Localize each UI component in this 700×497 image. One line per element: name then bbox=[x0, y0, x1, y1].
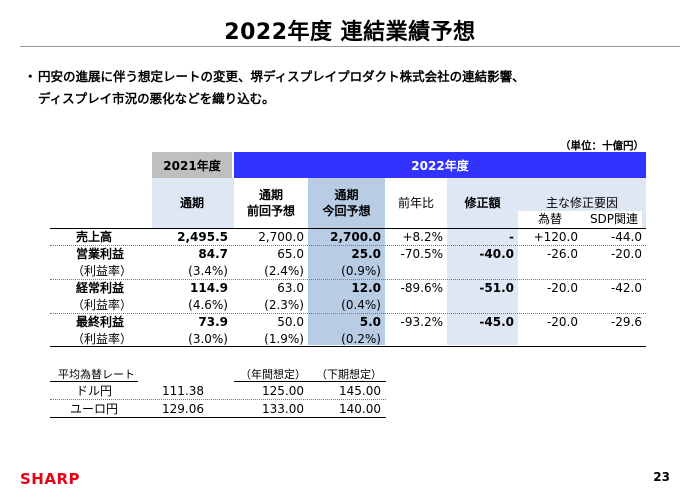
bullet-line-1: 円安の進展に伴う想定レートの変更、堺ディスプレイプロダクト株式会社の連結影響、 bbox=[38, 69, 525, 84]
cell-prev: (2.3%) bbox=[264, 298, 304, 312]
cell-sdp: -44.0 bbox=[610, 230, 642, 244]
cell-fy2021: 73.9 bbox=[198, 315, 228, 329]
fx-annual-header: （年間想定） bbox=[240, 368, 306, 381]
cell-prev: 2,700.0 bbox=[258, 230, 304, 244]
fx-rule bbox=[50, 381, 138, 382]
fx-row-h2: 145.00 bbox=[339, 384, 381, 398]
cell-fy2021: (3.4%) bbox=[188, 264, 228, 278]
cell-curr: 2,700.0 bbox=[330, 230, 381, 244]
fx-row-fy2021: 129.06 bbox=[162, 402, 204, 416]
row-separator bbox=[50, 245, 646, 246]
page-number: 23 bbox=[653, 470, 670, 484]
header-yoy: 前年比 bbox=[397, 196, 434, 210]
unit-label: （単位：十億円） bbox=[560, 140, 644, 152]
header-fy2022: 2022年度 bbox=[234, 152, 646, 178]
factor-header-bg bbox=[518, 178, 646, 211]
row-label: （利益率） bbox=[72, 298, 133, 312]
header-fy2021: 2021年度 bbox=[152, 152, 232, 178]
cell-sdp: -42.0 bbox=[610, 281, 642, 295]
cell-revision: -40.0 bbox=[479, 247, 514, 261]
cell-fy2021: (4.6%) bbox=[188, 298, 228, 312]
row-label: （利益率） bbox=[72, 332, 133, 346]
header-sdp: SDP関連 bbox=[589, 212, 639, 226]
cell-prev: (1.9%) bbox=[264, 332, 304, 346]
cell-prev: 65.0 bbox=[277, 247, 304, 261]
row-label: 最終利益 bbox=[76, 315, 125, 329]
cell-revision: - bbox=[509, 230, 514, 244]
row-label: 売上高 bbox=[76, 230, 113, 244]
title-divider bbox=[20, 46, 680, 47]
table-bottom-rule bbox=[50, 346, 646, 347]
header-prev-forecast-2: 前回予想 bbox=[246, 204, 295, 218]
cell-curr: 12.0 bbox=[351, 281, 381, 295]
fx-row-h2: 140.00 bbox=[339, 402, 381, 416]
bullet-line-2: ディスプレイ市況の悪化などを織り込む。 bbox=[38, 91, 275, 106]
cell-revision: -45.0 bbox=[479, 315, 514, 329]
header-revision: 修正額 bbox=[464, 196, 501, 210]
cell-fy2021: 114.9 bbox=[190, 281, 228, 295]
page-title: 2022年度 連結業績予想 bbox=[224, 20, 476, 45]
header-curr-forecast-1: 通期 bbox=[334, 188, 359, 202]
row-label: （利益率） bbox=[72, 264, 133, 278]
row-separator bbox=[50, 279, 646, 280]
cell-prev: 63.0 bbox=[277, 281, 304, 295]
cell-yoy: -89.6% bbox=[400, 281, 443, 295]
cell-sdp: -20.0 bbox=[610, 247, 642, 261]
cell-curr: (0.9%) bbox=[341, 264, 381, 278]
header-fx: 為替 bbox=[537, 212, 562, 226]
cell-fx: -20.0 bbox=[546, 315, 578, 329]
cell-curr: (0.4%) bbox=[341, 298, 381, 312]
cell-curr: (0.2%) bbox=[341, 332, 381, 346]
header-curr-forecast-2: 今回予想 bbox=[322, 204, 371, 218]
row-separator bbox=[50, 313, 646, 314]
sharp-logo: SHARP bbox=[20, 470, 81, 488]
cell-fy2021: 2,495.5 bbox=[177, 230, 228, 244]
cell-fy2021: 84.7 bbox=[198, 247, 228, 261]
cell-curr: 25.0 bbox=[351, 247, 381, 261]
fx-row-label: ドル円 bbox=[75, 384, 112, 398]
table-top-rule bbox=[50, 228, 646, 229]
summary-bullet: ・ 円安の進展に伴う想定レートの変更、堺ディスプレイプロダクト株式会社の連結影響… bbox=[24, 66, 525, 110]
fx-row-annual: 133.00 bbox=[262, 402, 304, 416]
fx-h2-header: （下期想定） bbox=[316, 368, 382, 381]
revision-column-bg bbox=[447, 178, 518, 345]
row-label: 経常利益 bbox=[76, 281, 125, 295]
cell-fx: -20.0 bbox=[546, 281, 578, 295]
cell-revision: -51.0 bbox=[479, 281, 514, 295]
cell-yoy: +8.2% bbox=[402, 230, 443, 244]
bullet-mark: ・ bbox=[24, 69, 37, 84]
header-full-year: 通期 bbox=[179, 196, 204, 210]
cell-fx: -26.0 bbox=[546, 247, 578, 261]
header-main-factors: 主な修正要因 bbox=[545, 196, 618, 210]
cell-yoy: -70.5% bbox=[400, 247, 443, 261]
cell-prev: (2.4%) bbox=[264, 264, 304, 278]
fx-table-bottom-rule bbox=[50, 417, 386, 418]
cell-sdp: -29.6 bbox=[610, 315, 642, 329]
fx-row-label: ユーロ円 bbox=[69, 402, 118, 416]
header-prev-forecast-1: 通期 bbox=[258, 188, 283, 202]
row-label: 営業利益 bbox=[76, 247, 125, 261]
cell-fx: +120.0 bbox=[533, 230, 578, 244]
fx-row-fy2021: 111.38 bbox=[162, 384, 204, 398]
cell-prev: 50.0 bbox=[277, 315, 304, 329]
fx-row-separator bbox=[50, 399, 386, 400]
fx-table-label: 平均為替レート bbox=[58, 368, 135, 381]
fx-rule bbox=[234, 381, 386, 382]
fx-row-annual: 125.00 bbox=[262, 384, 304, 398]
current-forecast-column-bg bbox=[308, 178, 385, 345]
cell-yoy: -93.2% bbox=[400, 315, 443, 329]
cell-fy2021: (3.0%) bbox=[188, 332, 228, 346]
cell-curr: 5.0 bbox=[359, 315, 381, 329]
